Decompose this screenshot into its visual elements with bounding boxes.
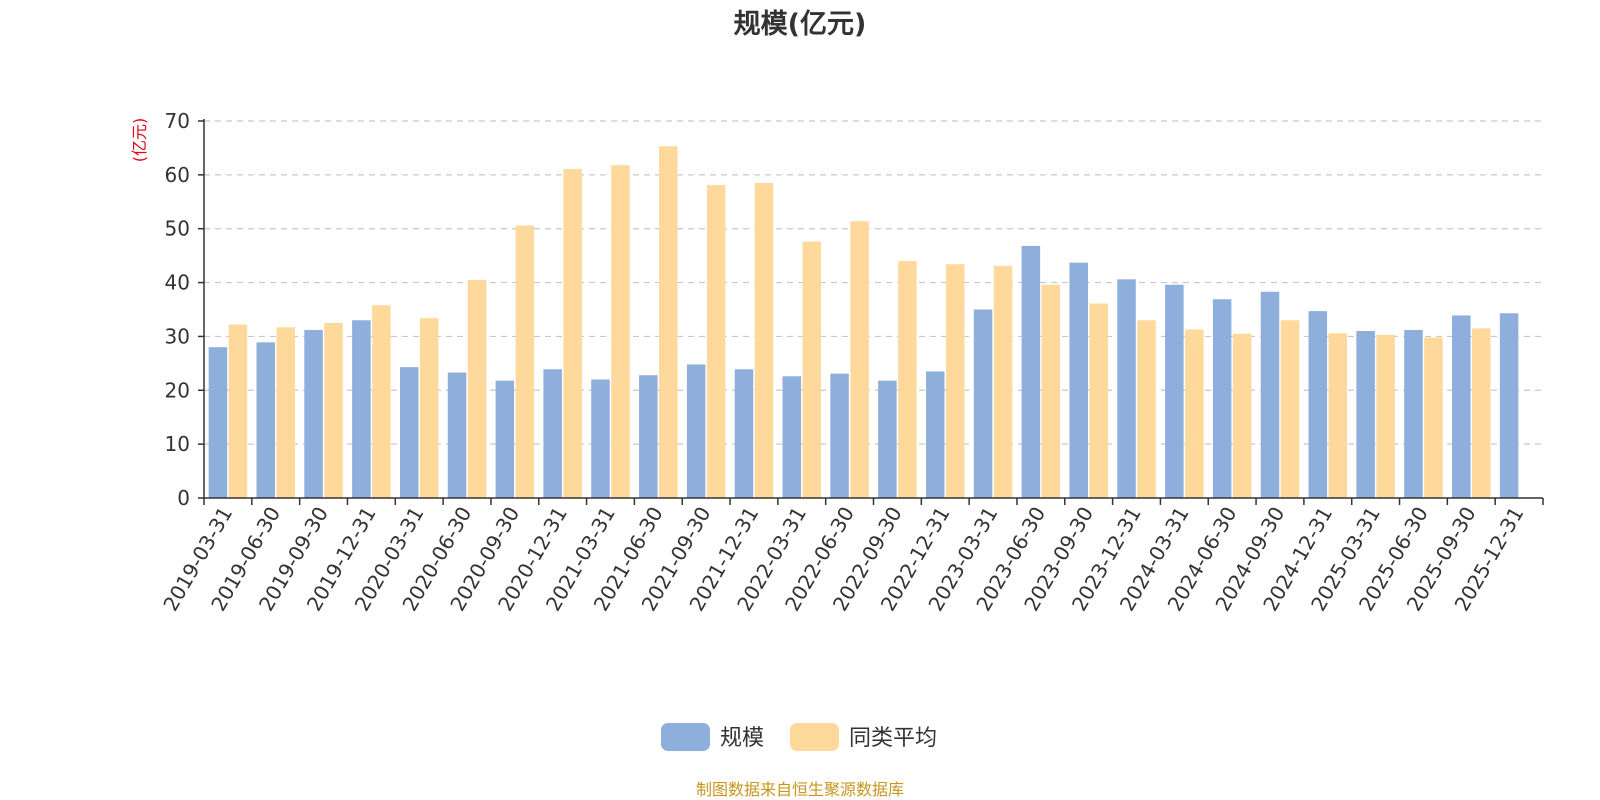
y-tick-label: 20 — [165, 378, 190, 402]
bar-scale — [256, 342, 275, 498]
bar-scale — [782, 376, 802, 498]
bar-peer-average — [898, 261, 917, 498]
legend: 规模 同类平均 — [661, 723, 937, 751]
bar-scale — [304, 329, 323, 498]
bar-scale — [973, 309, 993, 498]
x-tick-labels: 2019-03-312019-06-302019-09-302019-12-31… — [158, 503, 1528, 616]
y-tick-label: 70 — [165, 109, 190, 133]
bar-scale — [591, 379, 610, 498]
bar-scale — [830, 373, 849, 498]
bar-scale — [1404, 329, 1423, 498]
y-tick-label: 0 — [177, 486, 190, 510]
bar-peer-average — [1185, 329, 1204, 498]
bar-scale — [543, 369, 562, 498]
y-tick-label: 50 — [165, 217, 190, 241]
bar-scale — [1117, 279, 1136, 498]
legend-swatch[interactable] — [661, 723, 710, 751]
bar-peer-average — [993, 265, 1013, 498]
bar-peer-average — [1041, 284, 1061, 498]
bar-scale — [447, 372, 467, 498]
bar-peer-average — [1376, 334, 1395, 498]
bar-peer-average — [228, 324, 248, 498]
bar-scale — [1212, 299, 1232, 498]
bar-peer-average — [706, 185, 726, 498]
bar-peer-average — [659, 146, 678, 498]
y-tick-label: 40 — [165, 271, 190, 295]
bar-peer-average — [324, 322, 343, 498]
bar-scale — [1452, 315, 1471, 498]
y-tick-label: 60 — [165, 163, 190, 187]
bar-peer-average — [276, 327, 295, 498]
bar-scale — [1260, 291, 1280, 498]
bar-scale — [1499, 313, 1519, 498]
bar-scale — [495, 380, 515, 498]
bar-scale — [925, 371, 945, 498]
bar-peer-average — [754, 182, 774, 498]
bar-scale — [1308, 311, 1328, 498]
bar-scale — [686, 364, 706, 498]
legend-label[interactable]: 同类平均 — [849, 726, 937, 751]
bar-peer-average — [1472, 328, 1491, 498]
bar-peer-average — [515, 225, 535, 499]
bar-scale — [639, 375, 658, 498]
legend-swatch[interactable] — [790, 723, 839, 751]
y-tick-label: 30 — [165, 324, 190, 348]
bar-scale — [734, 369, 754, 498]
bar-peer-average — [1137, 320, 1156, 498]
axes — [198, 119, 1544, 505]
y-axis-label: (亿元) — [130, 118, 149, 163]
legend-label[interactable]: 规模 — [720, 726, 764, 751]
bar-peer-average — [850, 221, 869, 498]
bar-scale — [1069, 262, 1088, 498]
bars-layer — [208, 146, 1519, 499]
bar-peer-average — [1089, 303, 1108, 498]
bar-scale — [1356, 331, 1375, 498]
bar-peer-average — [945, 264, 965, 498]
bar-peer-average — [611, 165, 630, 499]
bar-scale — [352, 320, 371, 498]
y-tick-label: 10 — [165, 432, 190, 456]
bar-peer-average — [1232, 333, 1252, 498]
bar-scale — [399, 367, 419, 498]
chart-title: 规模(亿元) — [734, 9, 867, 40]
bar-peer-average — [1280, 320, 1300, 498]
bar-peer-average — [467, 279, 487, 498]
bar-peer-average — [1424, 337, 1443, 498]
bar-scale — [1165, 284, 1184, 498]
bar-peer-average — [419, 318, 439, 498]
bar-peer-average — [802, 241, 822, 498]
y-tick-labels: 0 10 20 30 40 50 60 70 — [165, 109, 190, 510]
bar-peer-average — [1328, 333, 1348, 498]
bar-scale — [878, 380, 897, 498]
bar-peer-average — [372, 305, 391, 498]
bar-scale — [208, 347, 228, 498]
source-note: 制图数据来自恒生聚源数据库 — [696, 780, 904, 799]
bar-peer-average — [563, 168, 582, 498]
bar-scale — [1021, 245, 1041, 498]
